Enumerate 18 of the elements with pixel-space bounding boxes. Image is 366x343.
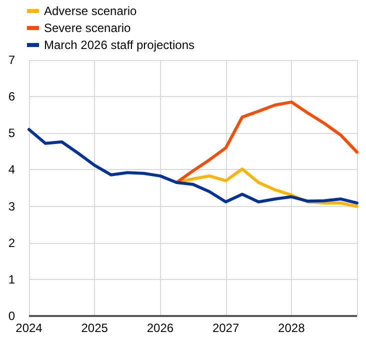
y-tick-label: 5 (8, 126, 16, 140)
x-tick-label: 2025 (81, 321, 108, 335)
y-tick-label: 4 (8, 162, 16, 177)
y-tick-label: 1 (8, 272, 16, 286)
x-tick-label: 2028 (278, 321, 306, 335)
y-tick-label: 3 (8, 199, 16, 214)
y-tick-label: 0 (8, 309, 16, 323)
x-tick-label: 2027 (212, 321, 240, 335)
x-tick-label: 2026 (146, 321, 174, 335)
line-series (175, 100, 358, 184)
legend-label: Severe scenario (44, 21, 132, 35)
y-tick-label: 7 (8, 53, 16, 67)
legend-label: March 2026 staff projections (44, 38, 195, 52)
y-tick-label: 6 (8, 90, 16, 104)
line-series (28, 128, 358, 204)
y-tick-label: 2 (8, 236, 16, 250)
legend-label: Adverse scenario (44, 4, 138, 18)
x-tick-label: 2024 (16, 321, 43, 335)
